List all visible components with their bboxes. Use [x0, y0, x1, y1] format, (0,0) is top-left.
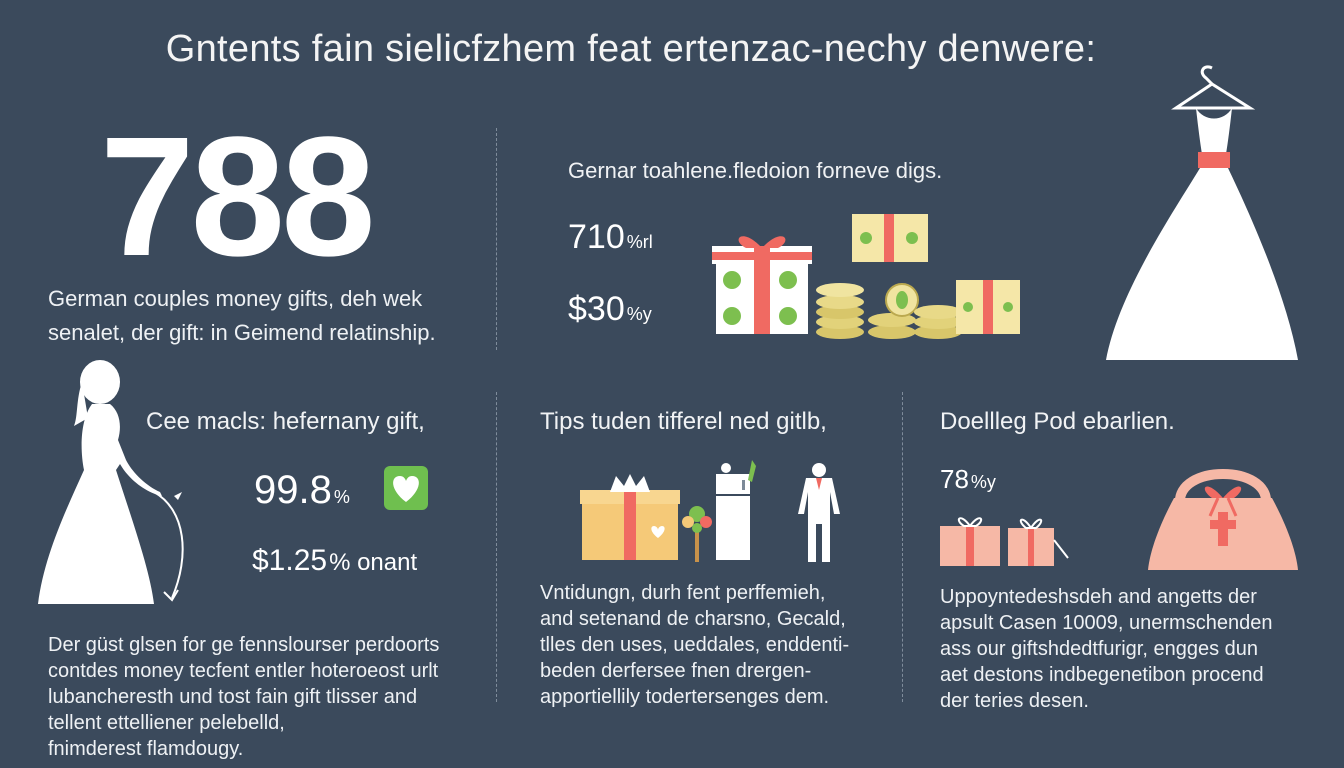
divider-bottom-left [496, 392, 497, 702]
body-line: Vntidungn, durh fent perffemieh, [540, 582, 826, 604]
bride-silhouette-icon [38, 360, 184, 604]
banknote-icon [956, 280, 1020, 334]
panel-middle-heading: Tips tuden tifferel ned gitlb, [540, 408, 827, 435]
refrigerator-icon [716, 460, 756, 560]
body-line: and setenand de charsno, Gecald, [540, 608, 846, 630]
stat-right-1: 78 %y [940, 464, 996, 495]
coin-stack-icon [816, 283, 962, 339]
stat-left-1: 99.8% [254, 468, 350, 513]
stat-value: $30 [568, 290, 625, 328]
gift-box-icon [580, 474, 680, 560]
body-line: fnimderest flamdougy. [48, 738, 244, 760]
body-line: ass our giftshdedtfurigr, engges dun [940, 638, 1258, 660]
panel-left-body: Der güst glsen for ge fennslourser perdo… [48, 632, 439, 762]
stat-top-2: $30 %y [568, 290, 652, 329]
money-tree-icon [682, 506, 712, 562]
wedding-dress-icon [1106, 65, 1298, 360]
body-line: beden derfersee fnen drergen- [540, 660, 812, 682]
stat-unit: % onant [329, 549, 418, 576]
page-title: Gntents fain sielicfzhem feat ertenzac-n… [165, 28, 1097, 70]
stat-unit: %y [626, 304, 652, 324]
panel-right-body: Uppoyntedeshsdeh and angetts der apsult … [940, 584, 1272, 714]
panel-top-right-heading: Gernar toahlene.fledoion forneve digs. [568, 158, 943, 183]
body-line: tlles den uses, ueddales, enddenti- [540, 634, 850, 656]
body-line: lubancheresth und tost fain gift tlisser… [48, 686, 418, 708]
body-line: Der güst glsen for ge fennslourser perdo… [48, 634, 440, 656]
stat-left-2: $1.25% onant [252, 544, 417, 578]
small-gift-icon [940, 517, 1069, 566]
hero-number: 788 [100, 102, 376, 292]
body-line: Uppoyntedeshsdeh and angetts der [940, 586, 1257, 608]
body-line: apsult Casen 10009, unermschenden [940, 612, 1273, 634]
heart-badge-icon [384, 466, 428, 510]
divider-bottom-right [902, 392, 903, 702]
stat-value: 710 [568, 218, 625, 256]
stat-unit: % [333, 487, 350, 507]
stat-value: 99.8 [254, 468, 332, 512]
wedding-bag-icon [1148, 469, 1298, 570]
panel-middle-body: Vntidungn, durh fent perffemieh, and set… [540, 580, 849, 710]
stat-value: $1.25 [252, 544, 328, 577]
suit-icon [798, 463, 840, 562]
body-line: aet destons indbegenetibon procend [940, 664, 1264, 686]
body-line: tellent ettelliener pelebelld, [48, 712, 285, 734]
stat-unit: %rl [626, 232, 653, 252]
body-line: apportiellily todertersenges dem. [540, 686, 830, 708]
hero-caption: German couples money gifts, deh wek sena… [48, 282, 436, 350]
body-line: contdes money tecfent entler hoteroeost … [48, 660, 439, 682]
hero-caption-line: senalet, der gift: in Geimend relatinshi… [48, 320, 436, 345]
stat-value: 78 [940, 464, 969, 494]
panel-right-heading: Doellleg Pod ebarlien. [940, 408, 1175, 435]
panel-left-heading: Cee macls: hefernany gift, [146, 408, 425, 435]
body-line: der teries desen. [940, 690, 1089, 712]
stat-unit: %y [970, 472, 996, 492]
divider-top [496, 128, 497, 350]
banknote-icon [852, 214, 928, 262]
hero-caption-line: German couples money gifts, deh wek [48, 286, 423, 311]
gift-box-icon [712, 236, 812, 334]
stat-top-1: 710 %rl [568, 218, 653, 257]
